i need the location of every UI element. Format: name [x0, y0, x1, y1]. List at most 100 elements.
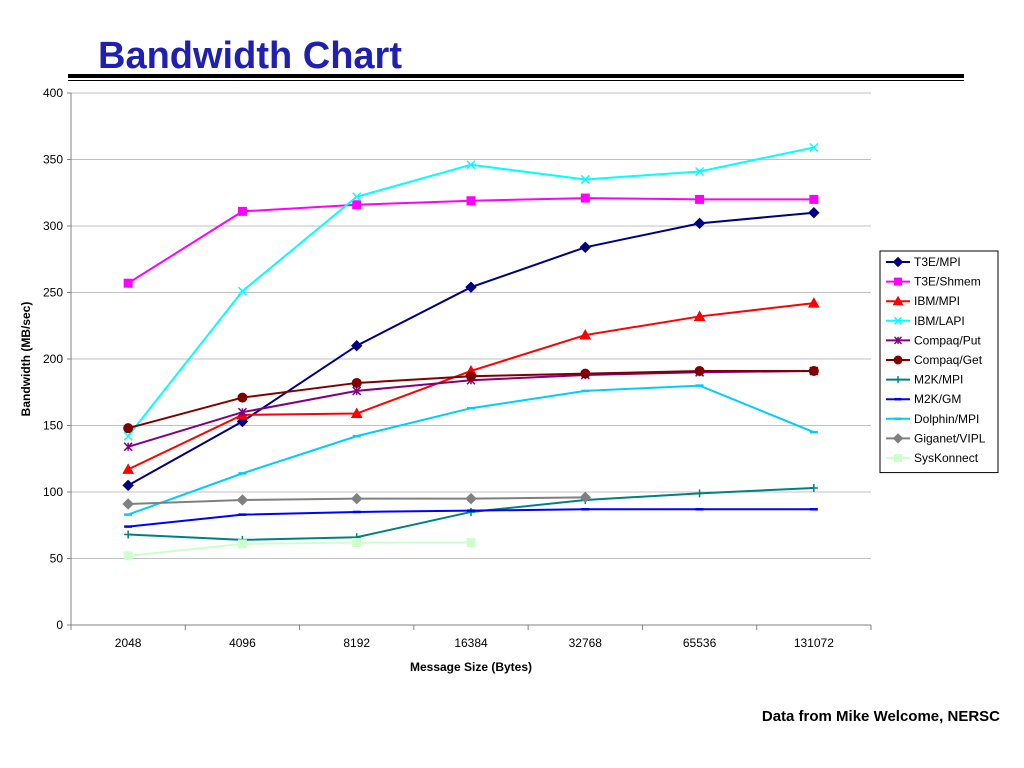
- data-point: [237, 539, 247, 549]
- data-point: [579, 491, 591, 504]
- data-point: [352, 538, 362, 548]
- data-point: [352, 386, 362, 396]
- series-t3e-shmem: [123, 193, 819, 288]
- data-point: [894, 454, 902, 462]
- data-point: [893, 336, 903, 345]
- data-point: [808, 297, 820, 308]
- legend-item: M2K/GM: [886, 392, 961, 406]
- legend-item: SysKonnect: [886, 451, 979, 465]
- data-point: [579, 241, 591, 253]
- legend-label: Giganet/VIPL: [914, 431, 986, 445]
- data-point: [237, 407, 247, 417]
- data-point: [466, 160, 476, 170]
- data-point: [465, 281, 477, 293]
- legend-item: T3E/Shmem: [886, 275, 981, 289]
- data-point: [892, 433, 904, 444]
- data-point: [122, 479, 134, 492]
- data-point: [892, 256, 904, 268]
- data-point: [466, 196, 476, 206]
- data-point: [123, 278, 133, 288]
- series-ibm-lapi: [123, 142, 819, 441]
- data-point: [809, 142, 819, 153]
- x-axis-title: Message Size (Bytes): [410, 660, 532, 674]
- y-tick-label: 150: [43, 419, 63, 433]
- data-point: [893, 316, 903, 325]
- data-point: [580, 193, 590, 203]
- data-point: [580, 368, 591, 379]
- data-point: [808, 365, 819, 376]
- legend-item: IBM/MPI: [886, 294, 960, 308]
- series-t3e-mpi: [122, 206, 820, 492]
- data-point: [809, 194, 819, 204]
- y-tick-label: 300: [43, 219, 63, 233]
- data-point: [123, 431, 133, 441]
- data-point: [694, 365, 705, 376]
- data-point: [893, 355, 903, 365]
- legend-item: Dolphin/MPI: [886, 412, 979, 426]
- series-line: [127, 197, 814, 285]
- data-point: [352, 192, 362, 202]
- slide-title: Bandwidth Chart: [98, 35, 402, 77]
- data-point: [693, 217, 706, 230]
- data-credit: Data from Mike Welcome, NERSC: [761, 708, 1000, 725]
- data-point: [892, 295, 904, 306]
- y-tick-label: 350: [43, 153, 63, 167]
- data-point: [465, 492, 477, 505]
- series-dolphin-mpi: [124, 384, 818, 516]
- data-point: [237, 286, 247, 296]
- x-tick-label: 2048: [115, 636, 142, 650]
- data-point: [466, 371, 476, 382]
- y-tick-label: 0: [56, 618, 63, 632]
- y-axis-title: Bandwidth (MB/sec): [19, 302, 33, 417]
- y-tick-label: 100: [43, 485, 63, 499]
- x-tick-label: 8192: [343, 636, 370, 650]
- legend-label: Dolphin/MPI: [914, 412, 979, 426]
- y-tick-label: 250: [43, 286, 63, 300]
- series-syskonnect: [123, 538, 476, 561]
- data-point: [695, 194, 705, 204]
- data-point: [693, 310, 706, 321]
- x-tick-label: 65536: [683, 636, 717, 650]
- legend-label: T3E/MPI: [914, 255, 961, 269]
- data-point: [467, 507, 475, 516]
- series-giganet-vipl: [122, 491, 591, 510]
- data-point: [894, 277, 902, 286]
- y-tick-label: 50: [50, 552, 64, 566]
- plot-area: 0 50 100 150 200 250 300 350 400 2048 4096 8192 1638…: [19, 86, 872, 674]
- series-m2k-gm: [124, 508, 818, 528]
- chart-legend: T3E/MPI T3E/Shmem IBM/MPI IBM/LAPI Compaq/Pu…: [879, 250, 999, 474]
- series-line: [127, 302, 814, 471]
- data-point: [123, 442, 133, 452]
- y-tick-label: 200: [43, 352, 63, 366]
- data-point: [352, 200, 362, 210]
- data-point: [351, 492, 363, 505]
- title-rule: [68, 74, 964, 78]
- legend-label: SysKonnect: [914, 451, 979, 465]
- data-point: [124, 530, 133, 539]
- data-point: [237, 206, 247, 216]
- data-point: [237, 392, 248, 403]
- data-point: [579, 329, 592, 340]
- data-point: [351, 339, 363, 352]
- data-point: [809, 484, 818, 493]
- legend-item: M2K/MPI: [886, 373, 963, 387]
- series-line: [127, 211, 814, 487]
- data-point: [580, 174, 590, 184]
- data-point: [123, 551, 133, 561]
- title-rule-thin: [68, 80, 964, 81]
- data-point: [351, 377, 362, 388]
- legend-label: M2K/GM: [914, 392, 961, 406]
- data-point: [122, 498, 134, 510]
- x-tick-label: 131072: [794, 636, 834, 650]
- x-tick-label: 4096: [229, 636, 256, 650]
- series-line: [128, 541, 471, 557]
- data-point: [123, 423, 134, 434]
- legend-label: IBM/MPI: [914, 294, 960, 308]
- y-tick-label: 400: [43, 86, 63, 100]
- data-point: [466, 538, 476, 548]
- data-point: [122, 463, 134, 474]
- legend-label: M2K/MPI: [914, 373, 963, 387]
- x-tick-label: 16384: [454, 636, 488, 650]
- data-point: [695, 166, 705, 177]
